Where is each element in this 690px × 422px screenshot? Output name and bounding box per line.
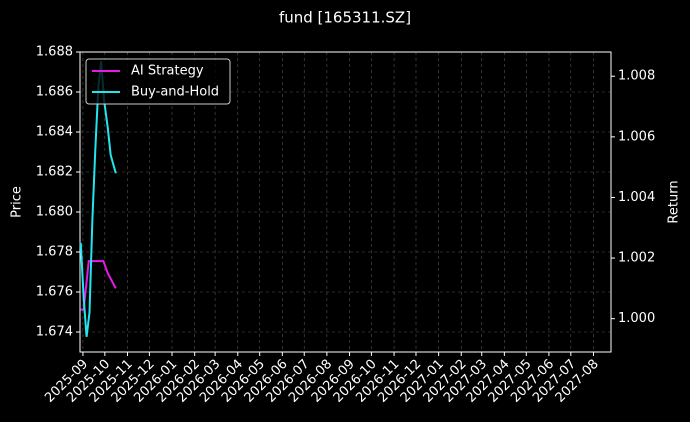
chart-title: fund [165311.SZ]	[279, 9, 411, 27]
y2-tick-label: 1.002	[618, 251, 655, 266]
y-axis-label: Price	[10, 186, 25, 218]
legend-label: Buy-and-Hold	[131, 85, 219, 100]
y-tick-label: 1.678	[36, 245, 73, 260]
y2-tick-label: 1.000	[618, 311, 655, 326]
y-tick-label: 1.682	[36, 165, 73, 180]
legend-box	[85, 58, 231, 105]
y2-axis-label: Return	[667, 180, 682, 223]
y-tick-label: 1.684	[36, 125, 73, 140]
legend: AI Strategy Buy-and-Hold	[85, 58, 231, 105]
y-tick-label: 1.676	[36, 285, 73, 300]
y2-tick-label: 1.004	[618, 190, 655, 205]
legend-label: AI Strategy	[131, 64, 204, 79]
y2-tick-label: 1.008	[618, 69, 655, 84]
y-tick-label: 1.674	[36, 325, 73, 340]
y-tick-label: 1.686	[36, 85, 73, 100]
y-tick-label: 1.680	[36, 205, 73, 220]
y-tick-label: 1.688	[36, 45, 73, 60]
plot-frame	[79, 51, 612, 353]
series-line	[80, 260, 117, 311]
y2-tick-label: 1.006	[618, 129, 655, 144]
series-line	[79, 60, 117, 337]
